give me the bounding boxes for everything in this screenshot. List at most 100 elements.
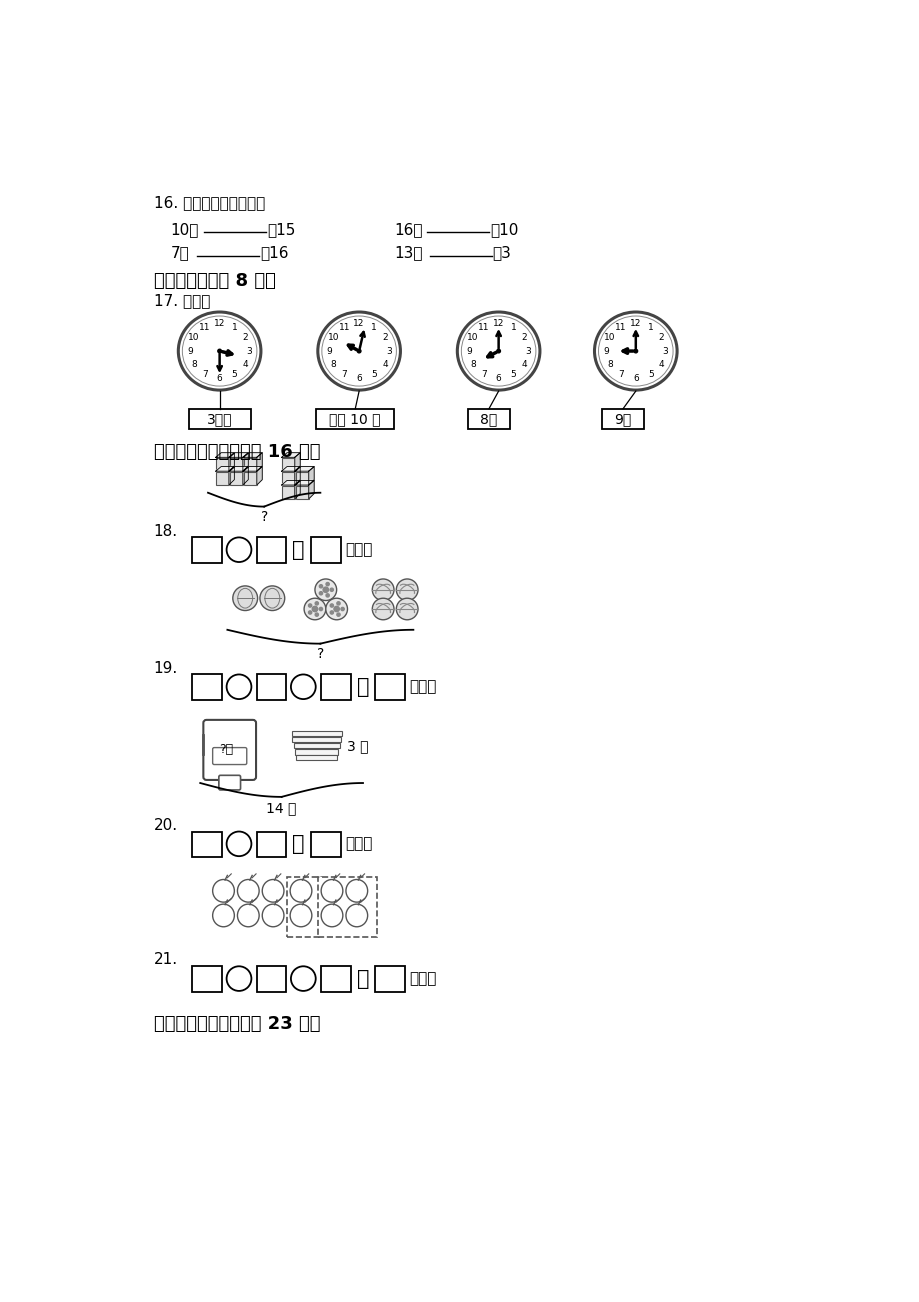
Bar	[256, 674, 286, 700]
Text: 20.: 20.	[153, 818, 177, 833]
Text: 5: 5	[232, 370, 237, 379]
Text: 4: 4	[243, 361, 248, 370]
Text: 4: 4	[658, 361, 664, 370]
Circle shape	[334, 607, 339, 612]
Text: 11: 11	[478, 323, 489, 332]
Bar	[230, 458, 243, 471]
Text: 6: 6	[632, 374, 638, 383]
Text: 5: 5	[510, 370, 516, 379]
Polygon shape	[256, 466, 262, 486]
Ellipse shape	[226, 832, 251, 857]
Text: （本）: （本）	[345, 836, 372, 852]
Ellipse shape	[322, 316, 396, 387]
Text: 12: 12	[630, 319, 641, 328]
Text: 1: 1	[232, 323, 237, 332]
Text: 6: 6	[217, 374, 222, 383]
Ellipse shape	[304, 598, 325, 620]
Text: 2: 2	[381, 333, 387, 342]
Polygon shape	[216, 466, 234, 471]
Polygon shape	[295, 480, 313, 486]
Bar	[192, 832, 221, 857]
Text: 五、我会看图列式（共 16 分）: 五、我会看图列式（共 16 分）	[153, 444, 320, 461]
Ellipse shape	[372, 579, 393, 600]
Text: 6: 6	[356, 374, 361, 383]
Text: 8: 8	[607, 361, 612, 370]
Ellipse shape	[346, 904, 368, 927]
Polygon shape	[244, 466, 262, 471]
Bar	[316, 409, 393, 428]
Ellipse shape	[212, 880, 234, 902]
Bar	[216, 458, 229, 471]
Ellipse shape	[233, 586, 257, 611]
Circle shape	[633, 349, 637, 353]
Text: 9: 9	[187, 346, 192, 355]
Text: 9: 9	[465, 346, 471, 355]
Ellipse shape	[289, 880, 312, 902]
Text: 4: 4	[381, 361, 387, 370]
Text: （个）: （个）	[409, 680, 437, 694]
Text: 14 本: 14 本	[267, 801, 297, 815]
Text: 12: 12	[214, 319, 225, 328]
Text: 10: 10	[467, 333, 478, 342]
Bar	[601, 409, 643, 428]
Text: ?: ?	[260, 510, 267, 525]
Bar	[292, 737, 340, 742]
Bar	[281, 458, 294, 471]
Text: 六、我会解决问题（共 23 分）: 六、我会解决问题（共 23 分）	[153, 1014, 320, 1032]
Bar	[291, 730, 342, 736]
Text: 7＋: 7＋	[171, 245, 189, 260]
Polygon shape	[281, 466, 300, 471]
Text: 8时: 8时	[480, 413, 497, 427]
Bar	[256, 538, 286, 562]
Text: 3 本: 3 本	[347, 740, 369, 753]
Ellipse shape	[598, 316, 673, 387]
Text: 7: 7	[618, 370, 623, 379]
Circle shape	[330, 589, 333, 591]
Bar	[281, 486, 294, 499]
Ellipse shape	[226, 538, 251, 562]
Text: 1: 1	[370, 323, 377, 332]
Bar	[311, 832, 340, 857]
Bar	[192, 966, 221, 992]
Text: 3: 3	[246, 346, 252, 355]
Circle shape	[325, 582, 329, 586]
Circle shape	[496, 349, 500, 353]
Ellipse shape	[262, 880, 284, 902]
Polygon shape	[256, 453, 262, 471]
Ellipse shape	[457, 312, 539, 391]
Polygon shape	[309, 480, 313, 499]
Text: 刚过 10 时: 刚过 10 时	[329, 413, 380, 427]
Bar	[294, 743, 339, 749]
Bar	[375, 966, 404, 992]
Text: 7: 7	[481, 370, 486, 379]
Ellipse shape	[372, 598, 393, 620]
Text: ＝10: ＝10	[490, 221, 518, 237]
Polygon shape	[294, 453, 300, 471]
Text: 12: 12	[493, 319, 504, 328]
Ellipse shape	[290, 966, 315, 991]
Polygon shape	[229, 466, 234, 486]
Bar	[188, 409, 250, 428]
Text: 10＋: 10＋	[171, 221, 199, 237]
Bar	[467, 409, 510, 428]
Circle shape	[325, 594, 329, 598]
Ellipse shape	[460, 316, 536, 387]
Text: 8: 8	[470, 361, 475, 370]
Ellipse shape	[325, 598, 347, 620]
Ellipse shape	[182, 316, 256, 387]
Text: 9: 9	[603, 346, 608, 355]
Text: 5: 5	[370, 370, 377, 379]
Bar	[192, 538, 221, 562]
Bar	[192, 674, 221, 700]
Text: 7: 7	[201, 370, 208, 379]
Bar	[318, 878, 377, 937]
Ellipse shape	[260, 586, 284, 611]
Circle shape	[315, 602, 318, 605]
Text: 6: 6	[495, 374, 501, 383]
Text: 19.: 19.	[153, 660, 177, 676]
Text: 2: 2	[243, 333, 248, 342]
Text: 四、连一连（共 8 分）: 四、连一连（共 8 分）	[153, 272, 276, 290]
Polygon shape	[230, 453, 248, 457]
Text: 3: 3	[662, 346, 668, 355]
Text: 11: 11	[338, 323, 349, 332]
